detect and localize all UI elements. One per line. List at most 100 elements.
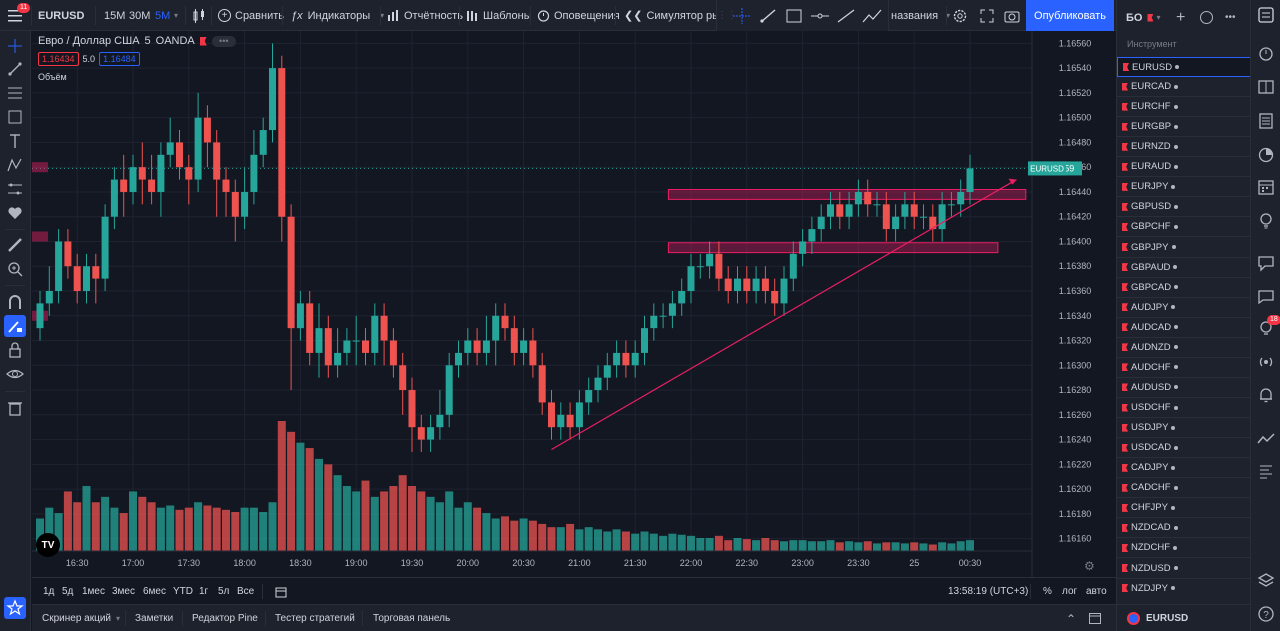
symbol-search[interactable]: EURUSD: [38, 9, 85, 22]
watchlist-item-chfjpy[interactable]: CHFJPY: [1117, 498, 1251, 519]
price-chart[interactable]: 1.16560 1.16540 1.16520 1.16500 1.16480 1.164…: [32, 31, 1116, 577]
watchlist-item-audjpy[interactable]: AUDJPY: [1117, 298, 1251, 318]
ruler-tool[interactable]: [4, 234, 26, 256]
tab-stock-screener[interactable]: Скринер акций ▾: [42, 605, 120, 631]
fib-tool[interactable]: [4, 82, 26, 104]
watchlist-item-gbpchf[interactable]: GBPCHF: [1117, 217, 1251, 238]
watchlist-item-eurchf[interactable]: EURCHF: [1117, 97, 1251, 118]
watchlist-item-cadjpy[interactable]: CADJPY: [1117, 458, 1251, 479]
crosshair-icon[interactable]: [729, 7, 755, 25]
compare-button[interactable]: + Сравнить: [218, 0, 284, 31]
alerts-sidebar-button[interactable]: [1255, 42, 1277, 64]
menu-button[interactable]: 11: [4, 0, 31, 31]
watchlist-item-audchf[interactable]: AUDCHF: [1117, 358, 1251, 378]
remove-drawings[interactable]: [4, 397, 26, 419]
hide-drawings[interactable]: [4, 363, 26, 385]
range-1d[interactable]: 1д: [43, 586, 55, 597]
watchlist-item-usdcad[interactable]: USDCAD: [1117, 438, 1251, 459]
hotlists-button[interactable]: [1255, 144, 1277, 166]
watchlist-item-nzdchf[interactable]: NZDCHF: [1117, 538, 1251, 559]
chart-type-button[interactable]: [192, 0, 206, 31]
watchlist-item-usdjpy[interactable]: USDJPY: [1117, 418, 1251, 439]
tradingview-logo[interactable]: TV: [36, 533, 60, 557]
lock-drawings[interactable]: [4, 339, 26, 361]
dom-button[interactable]: [1255, 461, 1277, 483]
chart-pie-icon[interactable]: [1200, 11, 1213, 24]
data-window-button[interactable]: [1255, 76, 1277, 98]
maximize-panel-button[interactable]: [1089, 605, 1101, 631]
legend-toggle[interactable]: •••: [211, 35, 236, 47]
fullscreen-button[interactable]: [980, 0, 994, 31]
watchlist-item-gbpjpy[interactable]: GBPJPY: [1117, 238, 1251, 258]
watchlist-item-nzdcad[interactable]: NZDCAD: [1117, 518, 1251, 539]
auto-toggle[interactable]: авто: [1086, 586, 1107, 597]
watchlist-item-audusd[interactable]: AUDUSD: [1117, 378, 1251, 398]
help-button[interactable]: ?: [1255, 603, 1277, 625]
tab-trading-panel[interactable]: Торговая панель: [373, 613, 451, 624]
notifications-button[interactable]: [1255, 384, 1277, 406]
more-icon[interactable]: •••: [1225, 12, 1236, 23]
watchlist-item-eurgbp[interactable]: EURGBP: [1117, 117, 1251, 138]
watchlist-footer[interactable]: EURUSD: [1117, 604, 1251, 631]
watchlist-item-gbpcad[interactable]: GBPCAD: [1117, 278, 1251, 298]
axis-settings-button[interactable]: ⚙: [1084, 559, 1095, 573]
watchlist-item-eurusd[interactable]: EURUSD: [1117, 57, 1251, 77]
chevron-down-icon[interactable]: ▾: [174, 11, 179, 20]
watchlist-item-nzdusd[interactable]: NZDUSD: [1117, 559, 1251, 579]
clock-timezone[interactable]: 13:58:19 (UTC+3): [948, 586, 1029, 597]
alerts-button[interactable]: Оповещения: [537, 0, 620, 31]
range-5y[interactable]: 5л: [218, 586, 230, 597]
icon-tool[interactable]: [4, 202, 26, 224]
brush-icon[interactable]: [755, 7, 781, 25]
tab-notes[interactable]: Заметки: [135, 613, 174, 624]
red-flag-icon[interactable]: [1147, 13, 1154, 22]
percent-toggle[interactable]: %: [1043, 586, 1052, 597]
range-3m[interactable]: 3мес: [112, 586, 135, 597]
crosshair-tool[interactable]: [4, 35, 26, 57]
calendar-button[interactable]: [1255, 176, 1277, 198]
chart-pane[interactable]: 1.16560 1.16540 1.16520 1.16500 1.16480 1.164…: [32, 31, 1116, 577]
trend-line-tool[interactable]: [4, 58, 26, 80]
interval-15m[interactable]: 15M: [104, 9, 126, 22]
watchlist-item-audnzd[interactable]: AUDNZD: [1117, 338, 1251, 358]
snapshot-button[interactable]: [1004, 0, 1020, 31]
watchlist-item-gbpaud[interactable]: GBPAUD: [1117, 258, 1251, 278]
rectangle-icon[interactable]: [781, 7, 807, 25]
range-1y[interactable]: 1г: [199, 586, 209, 597]
goto-date-button[interactable]: [275, 578, 287, 605]
path-icon[interactable]: [859, 7, 885, 25]
watchlist-item-nzdjpy[interactable]: NZDJPY: [1117, 579, 1251, 597]
text-tool[interactable]: [4, 130, 26, 152]
layout-name[interactable]: названия ▾: [891, 0, 950, 31]
watchlist-item-eurnzd[interactable]: EURNZD: [1117, 137, 1251, 158]
forecast-tool[interactable]: [4, 178, 26, 200]
tab-strategy-tester[interactable]: Тестер стратегий: [275, 613, 355, 624]
reports-button[interactable]: Отчётность: [387, 0, 463, 31]
watchlist-item-gbpusd[interactable]: GBPUSD: [1117, 197, 1251, 218]
templates-button[interactable]: Шаблоны: [466, 0, 532, 31]
pattern-tool[interactable]: [4, 154, 26, 176]
add-symbol-icon[interactable]: +: [1176, 8, 1186, 26]
range-5d[interactable]: 5д: [62, 586, 74, 597]
settings-button[interactable]: [952, 0, 968, 31]
streams-button[interactable]: [1255, 351, 1277, 373]
watchlist-button[interactable]: [1255, 4, 1277, 26]
shape-tool[interactable]: [4, 106, 26, 128]
watchlist-title[interactable]: БО: [1126, 11, 1143, 24]
watchlist-item-cadchf[interactable]: CADCHF: [1117, 478, 1251, 499]
messages-button[interactable]: [1255, 285, 1277, 307]
range-1m[interactable]: 1мес: [82, 586, 105, 597]
buy-button[interactable]: 1.16484: [99, 52, 140, 66]
watchlist-item-euraud[interactable]: EURAUD: [1117, 157, 1251, 178]
legend-title[interactable]: Евро / Доллар США: [38, 35, 140, 47]
tab-pine-editor[interactable]: Редактор Pine: [192, 613, 258, 624]
ideas-stream-button[interactable]: 18: [1255, 315, 1280, 339]
chevron-down-icon[interactable]: ▾: [1156, 13, 1161, 22]
drag-handle-icon[interactable]: ⋮⋮: [717, 10, 737, 21]
zoom-tool[interactable]: [4, 258, 26, 280]
sell-button[interactable]: 1.16434: [38, 52, 79, 66]
watchlist-item-eurcad[interactable]: EURCAD: [1117, 77, 1251, 98]
range-6m[interactable]: 6мес: [143, 586, 166, 597]
watchlist-item-audcad[interactable]: AUDCAD: [1117, 318, 1251, 338]
volume-label[interactable]: Объём: [38, 72, 67, 82]
